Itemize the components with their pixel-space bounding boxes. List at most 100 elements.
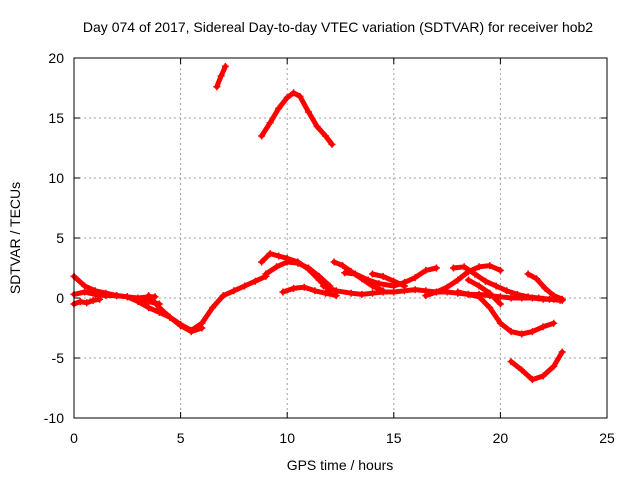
data-point xyxy=(258,132,266,140)
series-track-14 xyxy=(368,270,408,290)
data-point xyxy=(221,62,229,70)
data-point xyxy=(524,270,532,278)
data-point xyxy=(230,287,238,295)
data-point xyxy=(290,89,298,97)
data-point xyxy=(102,289,110,297)
data-point xyxy=(460,263,468,271)
data-point xyxy=(471,270,479,278)
data-point xyxy=(145,304,153,312)
data-point xyxy=(283,258,291,266)
data-point xyxy=(266,250,274,258)
data-point xyxy=(558,348,566,356)
y-tick-label: -10 xyxy=(44,410,64,426)
axis-ticks: 0 5 10 15 20 25 -10 -5 0 5 10 15 20 xyxy=(44,50,615,446)
data-point xyxy=(300,283,308,291)
data-point xyxy=(496,319,504,327)
data-point xyxy=(283,94,291,102)
series-track-4 xyxy=(123,272,270,334)
x-tick-label: 15 xyxy=(386,430,402,446)
data-point xyxy=(219,292,227,300)
data-point xyxy=(187,328,195,336)
data-point xyxy=(550,292,558,300)
data-point xyxy=(432,264,440,272)
data-point xyxy=(347,289,355,297)
data-point xyxy=(217,72,225,80)
data-point xyxy=(262,270,270,278)
data-point xyxy=(558,295,566,303)
data-point xyxy=(486,262,494,270)
data-point xyxy=(315,272,323,280)
data-point xyxy=(198,324,206,332)
data-point xyxy=(411,286,419,294)
data-point xyxy=(535,294,543,302)
data-point xyxy=(422,292,430,300)
data-point xyxy=(475,282,483,290)
data-point xyxy=(96,295,104,303)
data-point xyxy=(464,276,472,284)
data-point xyxy=(213,83,221,91)
x-tick-label: 0 xyxy=(70,430,78,446)
chart-title: Day 074 of 2017, Sidereal Day-to-day VTE… xyxy=(83,19,593,35)
data-point xyxy=(475,293,483,301)
data-point xyxy=(364,276,372,284)
data-point xyxy=(341,269,349,277)
series-track-9 xyxy=(262,258,334,290)
data-point xyxy=(76,298,84,306)
data-point xyxy=(339,262,347,270)
data-point xyxy=(528,376,536,384)
data-point xyxy=(481,277,489,285)
data-point xyxy=(113,292,121,300)
series-trace xyxy=(259,90,335,147)
series-track-17 xyxy=(454,288,558,338)
data-point xyxy=(241,282,249,290)
data-point xyxy=(358,290,366,298)
data-point xyxy=(422,266,430,274)
data-point xyxy=(328,140,336,148)
data-point xyxy=(258,258,266,266)
data-point xyxy=(332,287,340,295)
data-point xyxy=(539,323,547,331)
data-point xyxy=(305,108,313,116)
data-point xyxy=(443,283,451,291)
data-point xyxy=(507,294,515,302)
data-point xyxy=(83,299,91,307)
data-point xyxy=(507,328,515,336)
series-track-6 xyxy=(213,62,229,91)
data-point xyxy=(177,322,185,330)
data-point xyxy=(518,330,526,338)
series-trace xyxy=(465,277,503,307)
data-point xyxy=(432,288,440,296)
data-point xyxy=(550,319,558,327)
data-point xyxy=(330,258,338,266)
data-point xyxy=(496,300,504,308)
data-point xyxy=(375,280,383,288)
series-track-19 xyxy=(507,348,566,384)
data-point xyxy=(155,304,163,312)
data-point xyxy=(454,288,462,296)
data-point xyxy=(475,263,483,271)
data-point xyxy=(305,264,313,272)
data-point xyxy=(449,264,457,272)
data-point xyxy=(368,270,376,278)
y-tick-label: -5 xyxy=(52,350,65,366)
y-tick-label: 20 xyxy=(48,50,64,66)
data-point xyxy=(390,288,398,296)
data-point xyxy=(545,295,553,303)
series-track-13 xyxy=(341,264,440,290)
x-tick-label: 25 xyxy=(599,430,615,446)
data-point xyxy=(251,277,259,285)
data-point xyxy=(533,275,541,283)
data-point xyxy=(134,298,142,306)
y-tick-label: 0 xyxy=(56,290,64,306)
y-tick-label: 15 xyxy=(48,110,64,126)
data-point xyxy=(266,119,274,127)
data-point xyxy=(123,293,131,301)
series-track-10 xyxy=(279,283,340,300)
y-tick-label: 5 xyxy=(56,230,64,246)
data-point xyxy=(550,362,558,370)
data-point xyxy=(319,282,327,290)
data-point xyxy=(89,296,97,304)
data-point xyxy=(311,287,319,295)
data-point xyxy=(273,263,281,271)
series-track-18 xyxy=(464,276,504,308)
